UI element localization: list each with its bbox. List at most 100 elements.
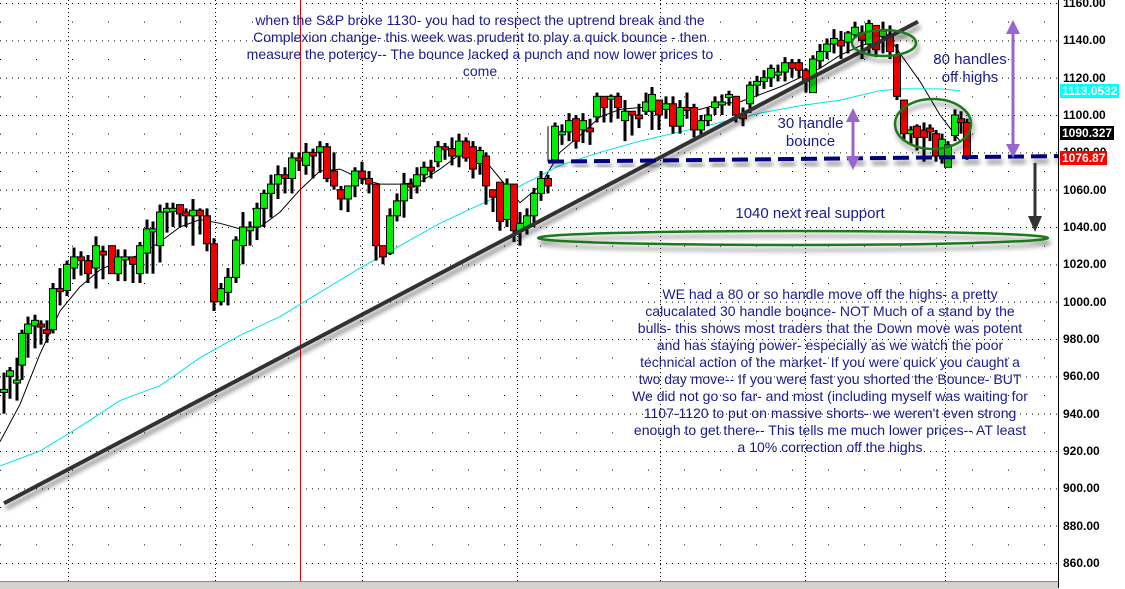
candle (746, 81, 754, 114)
candle (18, 329, 26, 381)
candle (56, 268, 64, 306)
eighty-handles-label: 80 handles off highs (925, 51, 1015, 87)
candle (462, 137, 470, 162)
candle (648, 87, 656, 130)
candle (365, 171, 373, 194)
candle (510, 183, 518, 242)
candle (31, 314, 39, 349)
candle (544, 174, 552, 194)
candle (572, 115, 580, 149)
candle (316, 141, 324, 173)
candle (434, 141, 442, 168)
candle (537, 171, 545, 201)
candle (441, 143, 449, 160)
candle (951, 109, 959, 142)
bottom-note-line: WE had a 80 or so handle move off the hi… (662, 286, 998, 302)
candle (496, 181, 504, 231)
y-tick-label: 860.00 (1063, 556, 1100, 570)
candle (92, 236, 100, 289)
label-line: 80 handles (933, 51, 1007, 68)
candle (489, 189, 497, 213)
top-note-line: come (462, 63, 498, 79)
candle (503, 178, 511, 228)
candle (579, 113, 587, 144)
label-line: bounce (785, 133, 836, 150)
bottom-note-line: 1107-1120 to put on massive shorts- we w… (643, 405, 1017, 421)
candle (246, 221, 254, 246)
candle (295, 152, 303, 172)
candle (530, 187, 538, 228)
support-dashed-line (547, 154, 1058, 164)
candle (99, 245, 107, 280)
candle (372, 183, 380, 261)
candle (420, 161, 428, 183)
bottom-note-line: two day move-- If you were fast you shor… (638, 371, 1022, 387)
y-tick-label: 1160.00 (1063, 0, 1106, 10)
candle (176, 204, 184, 228)
price-tag: 1113.0532 (1060, 83, 1120, 98)
horizontal-scrollbar[interactable] (0, 581, 1058, 589)
thirty-handle-arrow-head-up (846, 108, 860, 122)
bounce-ellipse (893, 97, 973, 151)
candle (690, 103, 698, 138)
candle (469, 141, 477, 179)
price-tag: 1076.87 (1060, 151, 1108, 166)
candle (70, 247, 78, 280)
candle (551, 122, 559, 164)
bottom-note-line: and has staying power- especially as we … (656, 337, 1004, 353)
candle (63, 260, 71, 297)
candle (136, 241, 144, 284)
candlestick-chart (0, 0, 1058, 581)
candle (600, 95, 608, 123)
candle (753, 75, 761, 97)
candle (795, 59, 803, 78)
candle (323, 143, 331, 183)
candle (129, 256, 137, 284)
candle (586, 118, 594, 145)
candle (844, 31, 852, 54)
y-tick-label: 1000.00 (1063, 294, 1107, 309)
candle (718, 94, 726, 116)
price-tag: 1090.327 (1060, 126, 1115, 141)
eighty-handle-arrow-head-up (1006, 20, 1020, 34)
top-note-line: Complexion change- this week was prudent… (253, 29, 707, 45)
candle (6, 367, 14, 399)
bottom-note-line: enough to get there-- This tells me much… (633, 422, 1027, 438)
candle (448, 137, 456, 166)
down-arrow-head (1028, 216, 1042, 232)
candle (711, 96, 719, 116)
candle (697, 115, 705, 138)
bottom-note-line: We did not go so far- and most (includin… (632, 388, 1028, 404)
candle (400, 172, 408, 218)
top-ellipse (850, 28, 918, 58)
candle (253, 202, 261, 241)
candle (558, 124, 566, 145)
chart-plot-area[interactable]: when the S&P broke 1130- you had to resp… (0, 0, 1058, 581)
y-tick-label: 1060.00 (1063, 182, 1107, 197)
bottom-note-line: a 10% correction off the highs (737, 439, 923, 455)
candle (288, 152, 296, 194)
y-tick-label: 1040.00 (1063, 220, 1107, 234)
candle (203, 208, 211, 252)
candle (926, 124, 934, 142)
candle (337, 185, 345, 211)
candle (274, 165, 282, 200)
candle (565, 113, 573, 142)
y-tick-label: 880.00 (1063, 518, 1100, 533)
top-annotation: when the S&P broke 1130- you had to resp… (200, 12, 760, 80)
label-line: 30 handle (777, 115, 844, 132)
candle (816, 44, 824, 69)
candle (344, 185, 352, 213)
candle (358, 161, 366, 185)
y-tick-label: 900.00 (1063, 481, 1100, 496)
support-label: 1040 next real support (735, 205, 885, 222)
uptrend-line (3, 19, 919, 506)
candle (232, 236, 240, 284)
candle (837, 31, 845, 60)
candle (872, 24, 880, 58)
bottom-annotation: WE had a 80 or so handle move off the hi… (600, 286, 1058, 456)
price-axis[interactable]: 1160.001140.001120.001100.001080.001060.… (1058, 0, 1125, 588)
candle (121, 249, 129, 282)
candle (143, 219, 151, 274)
candle (84, 255, 92, 284)
